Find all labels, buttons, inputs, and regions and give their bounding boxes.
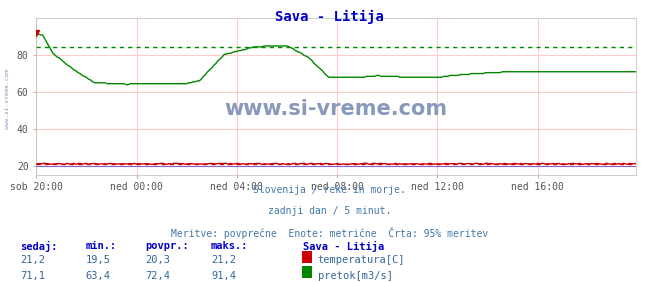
Text: www.si-vreme.com: www.si-vreme.com xyxy=(225,99,447,119)
Text: 91,4: 91,4 xyxy=(211,271,236,281)
Text: Sava - Litija: Sava - Litija xyxy=(275,10,384,24)
Text: 63,4: 63,4 xyxy=(86,271,111,281)
Text: pretok[m3/s]: pretok[m3/s] xyxy=(318,271,393,281)
Text: 19,5: 19,5 xyxy=(86,255,111,265)
Text: maks.:: maks.: xyxy=(211,241,248,251)
Text: 72,4: 72,4 xyxy=(145,271,170,281)
Text: Sava - Litija: Sava - Litija xyxy=(303,241,384,252)
Text: 20,3: 20,3 xyxy=(145,255,170,265)
Text: zadnji dan / 5 minut.: zadnji dan / 5 minut. xyxy=(268,206,391,216)
Text: sedaj:: sedaj: xyxy=(20,241,57,252)
Text: www.si-vreme.com: www.si-vreme.com xyxy=(5,69,11,129)
Text: Meritve: povprečne  Enote: metrične  Črta: 95% meritev: Meritve: povprečne Enote: metrične Črta:… xyxy=(171,227,488,239)
Text: 71,1: 71,1 xyxy=(20,271,45,281)
Text: temperatura[C]: temperatura[C] xyxy=(318,255,405,265)
Text: povpr.:: povpr.: xyxy=(145,241,188,251)
Text: min.:: min.: xyxy=(86,241,117,251)
Text: 21,2: 21,2 xyxy=(211,255,236,265)
Text: Slovenija / reke in morje.: Slovenija / reke in morje. xyxy=(253,185,406,195)
Text: 21,2: 21,2 xyxy=(20,255,45,265)
